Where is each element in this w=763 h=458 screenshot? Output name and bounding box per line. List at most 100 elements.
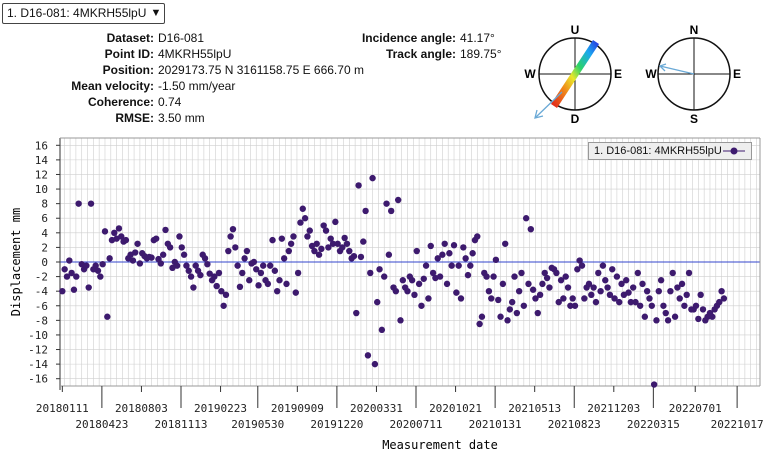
data-point[interactable]: [353, 309, 360, 317]
data-point[interactable]: [576, 257, 583, 264]
chart-legend[interactable]: 1. D16-081: 4MKRH55lpU: [588, 142, 752, 160]
data-point[interactable]: [574, 266, 581, 273]
data-point[interactable]: [606, 291, 614, 299]
data-point[interactable]: [641, 313, 649, 320]
data-point[interactable]: [518, 269, 525, 277]
data-point[interactable]: [355, 182, 362, 189]
data-point[interactable]: [543, 274, 551, 282]
data-point[interactable]: [450, 242, 458, 249]
data-point[interactable]: [367, 269, 374, 277]
data-point[interactable]: [318, 245, 325, 253]
data-point[interactable]: [462, 255, 469, 262]
data-point[interactable]: [257, 269, 265, 277]
data-point[interactable]: [669, 269, 676, 277]
data-point[interactable]: [648, 302, 656, 309]
data-point[interactable]: [266, 262, 274, 269]
data-point[interactable]: [434, 255, 441, 262]
data-point[interactable]: [222, 291, 230, 299]
data-point[interactable]: [569, 295, 576, 302]
data-point[interactable]: [718, 287, 725, 295]
data-point[interactable]: [597, 287, 604, 295]
data-point[interactable]: [604, 284, 611, 291]
data-point[interactable]: [515, 287, 523, 295]
data-point[interactable]: [527, 225, 535, 233]
data-point[interactable]: [178, 244, 185, 251]
data-point[interactable]: [653, 317, 660, 324]
data-point[interactable]: [215, 269, 223, 277]
data-point[interactable]: [129, 257, 137, 264]
data-point[interactable]: [320, 222, 327, 229]
data-point[interactable]: [75, 200, 82, 207]
data-point[interactable]: [460, 244, 467, 251]
data-point[interactable]: [264, 280, 272, 288]
data-point[interactable]: [253, 266, 260, 273]
data-point[interactable]: [63, 273, 71, 280]
data-point[interactable]: [236, 283, 244, 290]
data-point[interactable]: [560, 295, 567, 302]
data-point[interactable]: [455, 262, 462, 269]
data-point[interactable]: [681, 302, 688, 309]
data-point[interactable]: [513, 309, 521, 317]
data-point[interactable]: [397, 317, 404, 324]
data-point[interactable]: [162, 226, 169, 234]
data-point[interactable]: [241, 255, 248, 262]
data-point[interactable]: [553, 269, 560, 277]
data-point[interactable]: [695, 315, 702, 323]
data-point[interactable]: [227, 233, 234, 240]
data-point[interactable]: [61, 266, 68, 273]
data-point[interactable]: [592, 298, 600, 306]
data-point[interactable]: [399, 277, 407, 284]
data-point[interactable]: [483, 273, 490, 280]
data-point[interactable]: [536, 291, 544, 299]
data-point[interactable]: [541, 269, 548, 277]
data-point[interactable]: [260, 262, 267, 269]
data-point[interactable]: [492, 256, 500, 264]
data-point[interactable]: [94, 267, 102, 274]
data-point[interactable]: [362, 207, 369, 215]
data-point[interactable]: [499, 280, 507, 288]
data-point[interactable]: [271, 267, 279, 274]
data-point[interactable]: [420, 275, 427, 282]
data-point[interactable]: [115, 225, 123, 232]
data-point[interactable]: [225, 247, 232, 255]
data-point[interactable]: [490, 273, 497, 280]
data-point[interactable]: [562, 273, 569, 280]
data-point[interactable]: [385, 251, 393, 258]
data-point[interactable]: [534, 309, 541, 317]
data-point[interactable]: [339, 244, 346, 251]
data-point[interactable]: [176, 233, 183, 240]
data-point[interactable]: [287, 240, 295, 247]
data-point[interactable]: [152, 235, 160, 242]
data-point[interactable]: [464, 271, 472, 279]
data-point[interactable]: [341, 234, 348, 242]
data-point[interactable]: [136, 260, 144, 267]
data-point[interactable]: [609, 266, 616, 273]
data-point[interactable]: [280, 255, 288, 262]
data-point[interactable]: [299, 205, 306, 212]
data-point[interactable]: [283, 280, 290, 288]
data-point[interactable]: [87, 200, 95, 207]
data-point[interactable]: [68, 269, 75, 277]
data-point[interactable]: [148, 254, 155, 261]
data-point[interactable]: [425, 295, 432, 302]
data-point[interactable]: [474, 233, 481, 240]
data-point[interactable]: [104, 313, 111, 320]
data-point[interactable]: [304, 233, 311, 240]
data-point[interactable]: [392, 287, 400, 295]
data-point[interactable]: [250, 258, 258, 266]
data-point[interactable]: [495, 296, 502, 304]
data-point[interactable]: [301, 215, 309, 222]
data-point[interactable]: [676, 295, 683, 302]
data-point[interactable]: [623, 277, 630, 284]
data-point[interactable]: [497, 313, 504, 320]
data-point[interactable]: [99, 260, 106, 268]
data-point[interactable]: [404, 287, 411, 295]
data-point[interactable]: [618, 280, 625, 288]
data-point[interactable]: [276, 277, 283, 284]
data-point[interactable]: [185, 267, 192, 274]
data-point[interactable]: [173, 262, 181, 269]
data-point[interactable]: [220, 302, 227, 309]
data-point[interactable]: [557, 277, 565, 284]
data-point[interactable]: [590, 284, 597, 291]
data-point[interactable]: [369, 174, 376, 182]
